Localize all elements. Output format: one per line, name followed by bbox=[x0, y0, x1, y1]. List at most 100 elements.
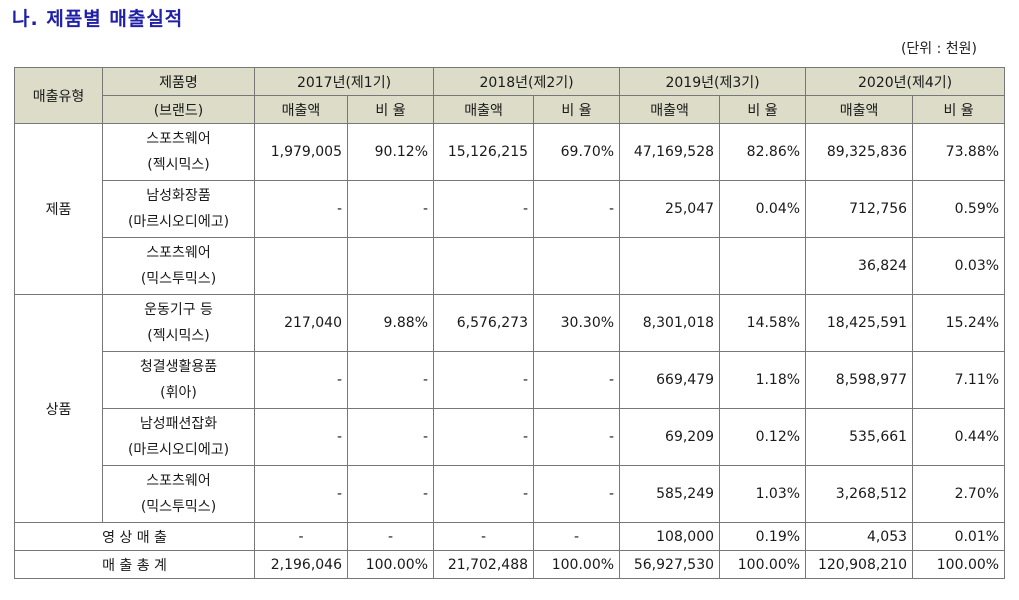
ratio-cell: 15.24% bbox=[912, 294, 1006, 352]
sales-cell: - bbox=[254, 180, 348, 238]
sales-cell: 2,196,046 bbox=[254, 550, 348, 579]
header-ratio: 비 율 bbox=[719, 95, 807, 124]
header-sales: 매출액 bbox=[805, 95, 914, 124]
sales-cell: - bbox=[433, 351, 535, 409]
product-name: 운동기구 등 bbox=[144, 302, 213, 318]
sales-cell: - bbox=[433, 408, 535, 466]
ratio-cell: - bbox=[346, 408, 435, 466]
header-product-name: 제품명 bbox=[102, 67, 255, 96]
header-sales: 매출액 bbox=[254, 95, 348, 124]
product-cell: 운동기구 등 (젝시믹스) bbox=[102, 294, 255, 352]
ratio-cell: 82.86% bbox=[719, 123, 807, 181]
ratio-cell: 100.00% bbox=[346, 550, 435, 579]
row-label: 영 상 매 출 bbox=[14, 522, 255, 551]
sales-cell bbox=[619, 237, 721, 295]
header-ratio: 비 율 bbox=[912, 95, 1006, 124]
sales-cell bbox=[254, 237, 348, 295]
ratio-cell: 1.03% bbox=[719, 465, 807, 523]
ratio-cell: 0.44% bbox=[912, 408, 1006, 466]
sales-type-cell: 상품 bbox=[14, 294, 103, 523]
header-sales: 매출액 bbox=[619, 95, 721, 124]
product-brand: (휘아) bbox=[160, 385, 197, 401]
sales-cell: 89,325,836 bbox=[805, 123, 914, 181]
sales-cell: - bbox=[433, 465, 535, 523]
product-brand: (마르시오디에고) bbox=[127, 214, 230, 230]
ratio-cell: 100.00% bbox=[719, 550, 807, 579]
ratio-cell: - bbox=[346, 351, 435, 409]
ratio-cell bbox=[346, 237, 435, 295]
product-brand: (마르시오디에고) bbox=[127, 442, 230, 458]
ratio-cell: 1.18% bbox=[719, 351, 807, 409]
sales-cell: 712,756 bbox=[805, 180, 914, 238]
sales-cell: 585,249 bbox=[619, 465, 721, 523]
sales-cell: - bbox=[254, 351, 348, 409]
sales-cell: 18,425,591 bbox=[805, 294, 914, 352]
product-cell: 남성화장품 (마르시오디에고) bbox=[102, 180, 255, 238]
sales-cell: 8,598,977 bbox=[805, 351, 914, 409]
ratio-cell: - bbox=[346, 465, 435, 523]
sales-cell: 69,209 bbox=[619, 408, 721, 466]
product-name: 청결생활용품 bbox=[139, 359, 218, 375]
sales-cell bbox=[433, 237, 535, 295]
ratio-cell bbox=[533, 237, 621, 295]
ratio-cell: - bbox=[533, 351, 621, 409]
ratio-cell: 0.01% bbox=[912, 522, 1006, 551]
sales-cell: 56,927,530 bbox=[619, 550, 721, 579]
ratio-cell: 100.00% bbox=[912, 550, 1006, 579]
ratio-cell: 0.19% bbox=[719, 522, 807, 551]
section-title: 나. 제품별 매출실적 bbox=[12, 8, 184, 30]
ratio-cell: 2.70% bbox=[912, 465, 1006, 523]
ratio-cell: 73.88% bbox=[912, 123, 1006, 181]
sales-cell: 3,268,512 bbox=[805, 465, 914, 523]
header-year-2020: 2020년(제4기) bbox=[805, 67, 1006, 96]
header-sales-type: 매출유형 bbox=[14, 67, 103, 124]
sales-cell: 669,479 bbox=[619, 351, 721, 409]
sales-cell: - bbox=[433, 180, 535, 238]
ratio-cell: - bbox=[533, 408, 621, 466]
sales-type-cell: 제품 bbox=[14, 123, 103, 295]
table-row: 상품 운동기구 등 (젝시믹스) 217,040 9.88% 6,576,273 … bbox=[14, 294, 1006, 523]
ratio-cell: 9.88% bbox=[346, 294, 435, 352]
table-row: 남성화장품 (마르시오디에고) - - - - 25,047 0.04% 712,… bbox=[15, 180, 1006, 238]
sales-cell: 108,000 bbox=[619, 522, 721, 551]
sales-cell: 15,126,215 bbox=[433, 123, 535, 181]
ratio-cell: 7.11% bbox=[912, 351, 1006, 409]
product-brand: (믹스투믹스) bbox=[140, 271, 217, 287]
header-ratio: 비 율 bbox=[533, 95, 621, 124]
sales-cell: - bbox=[254, 465, 348, 523]
product-brand: (젝시믹스) bbox=[147, 328, 210, 344]
ratio-cell: 69.70% bbox=[533, 123, 621, 181]
ratio-cell: 14.58% bbox=[719, 294, 807, 352]
table-row: 스포츠웨어 (믹스투믹스) 36,824 0.03% bbox=[15, 237, 1006, 295]
ratio-cell: 90.12% bbox=[346, 123, 435, 181]
product-name: 스포츠웨어 bbox=[146, 131, 211, 147]
ratio-cell: - bbox=[533, 180, 621, 238]
product-cell: 스포츠웨어 (믹스투믹스) bbox=[102, 237, 255, 295]
row-label: 매 출 총 계 bbox=[14, 550, 255, 579]
header-brand: (브랜드) bbox=[102, 95, 255, 124]
sales-cell: 25,047 bbox=[619, 180, 721, 238]
header-ratio: 비 율 bbox=[346, 95, 435, 124]
sales-cell: 36,824 bbox=[805, 237, 914, 295]
product-name: 남성화장품 bbox=[146, 188, 211, 204]
sales-cell: 8,301,018 bbox=[619, 294, 721, 352]
table-row: 제품 스포츠웨어 (젝시믹스) 1,979,005 90.12% 15,126,2… bbox=[14, 123, 1006, 295]
product-cell: 청결생활용품 (휘아) bbox=[102, 351, 255, 409]
table-row-total: 매 출 총 계 2,196,046 100.00% 21,702,488 100… bbox=[14, 550, 1006, 579]
sales-cell: 4,053 bbox=[805, 522, 914, 551]
sales-cell: 47,169,528 bbox=[619, 123, 721, 181]
sales-cell: 120,908,210 bbox=[805, 550, 914, 579]
product-name: 남성패션잡화 bbox=[139, 416, 218, 432]
ratio-cell: - bbox=[533, 522, 621, 551]
sales-table: 매출유형 제품명 2017년(제1기) 2018년(제2기) 2019년(제3기… bbox=[14, 67, 1006, 579]
sales-cell: 21,702,488 bbox=[433, 550, 535, 579]
ratio-cell: 0.12% bbox=[719, 408, 807, 466]
product-brand: (믹스투믹스) bbox=[140, 499, 217, 515]
product-cell: 남성패션잡화 (마르시오디에고) bbox=[102, 408, 255, 466]
ratio-cell: - bbox=[346, 180, 435, 238]
sales-cell: 217,040 bbox=[254, 294, 348, 352]
sales-cell: 6,576,273 bbox=[433, 294, 535, 352]
product-cell: 스포츠웨어 (믹스투믹스) bbox=[102, 465, 255, 523]
sales-cell: - bbox=[433, 522, 535, 551]
ratio-cell: 0.59% bbox=[912, 180, 1006, 238]
